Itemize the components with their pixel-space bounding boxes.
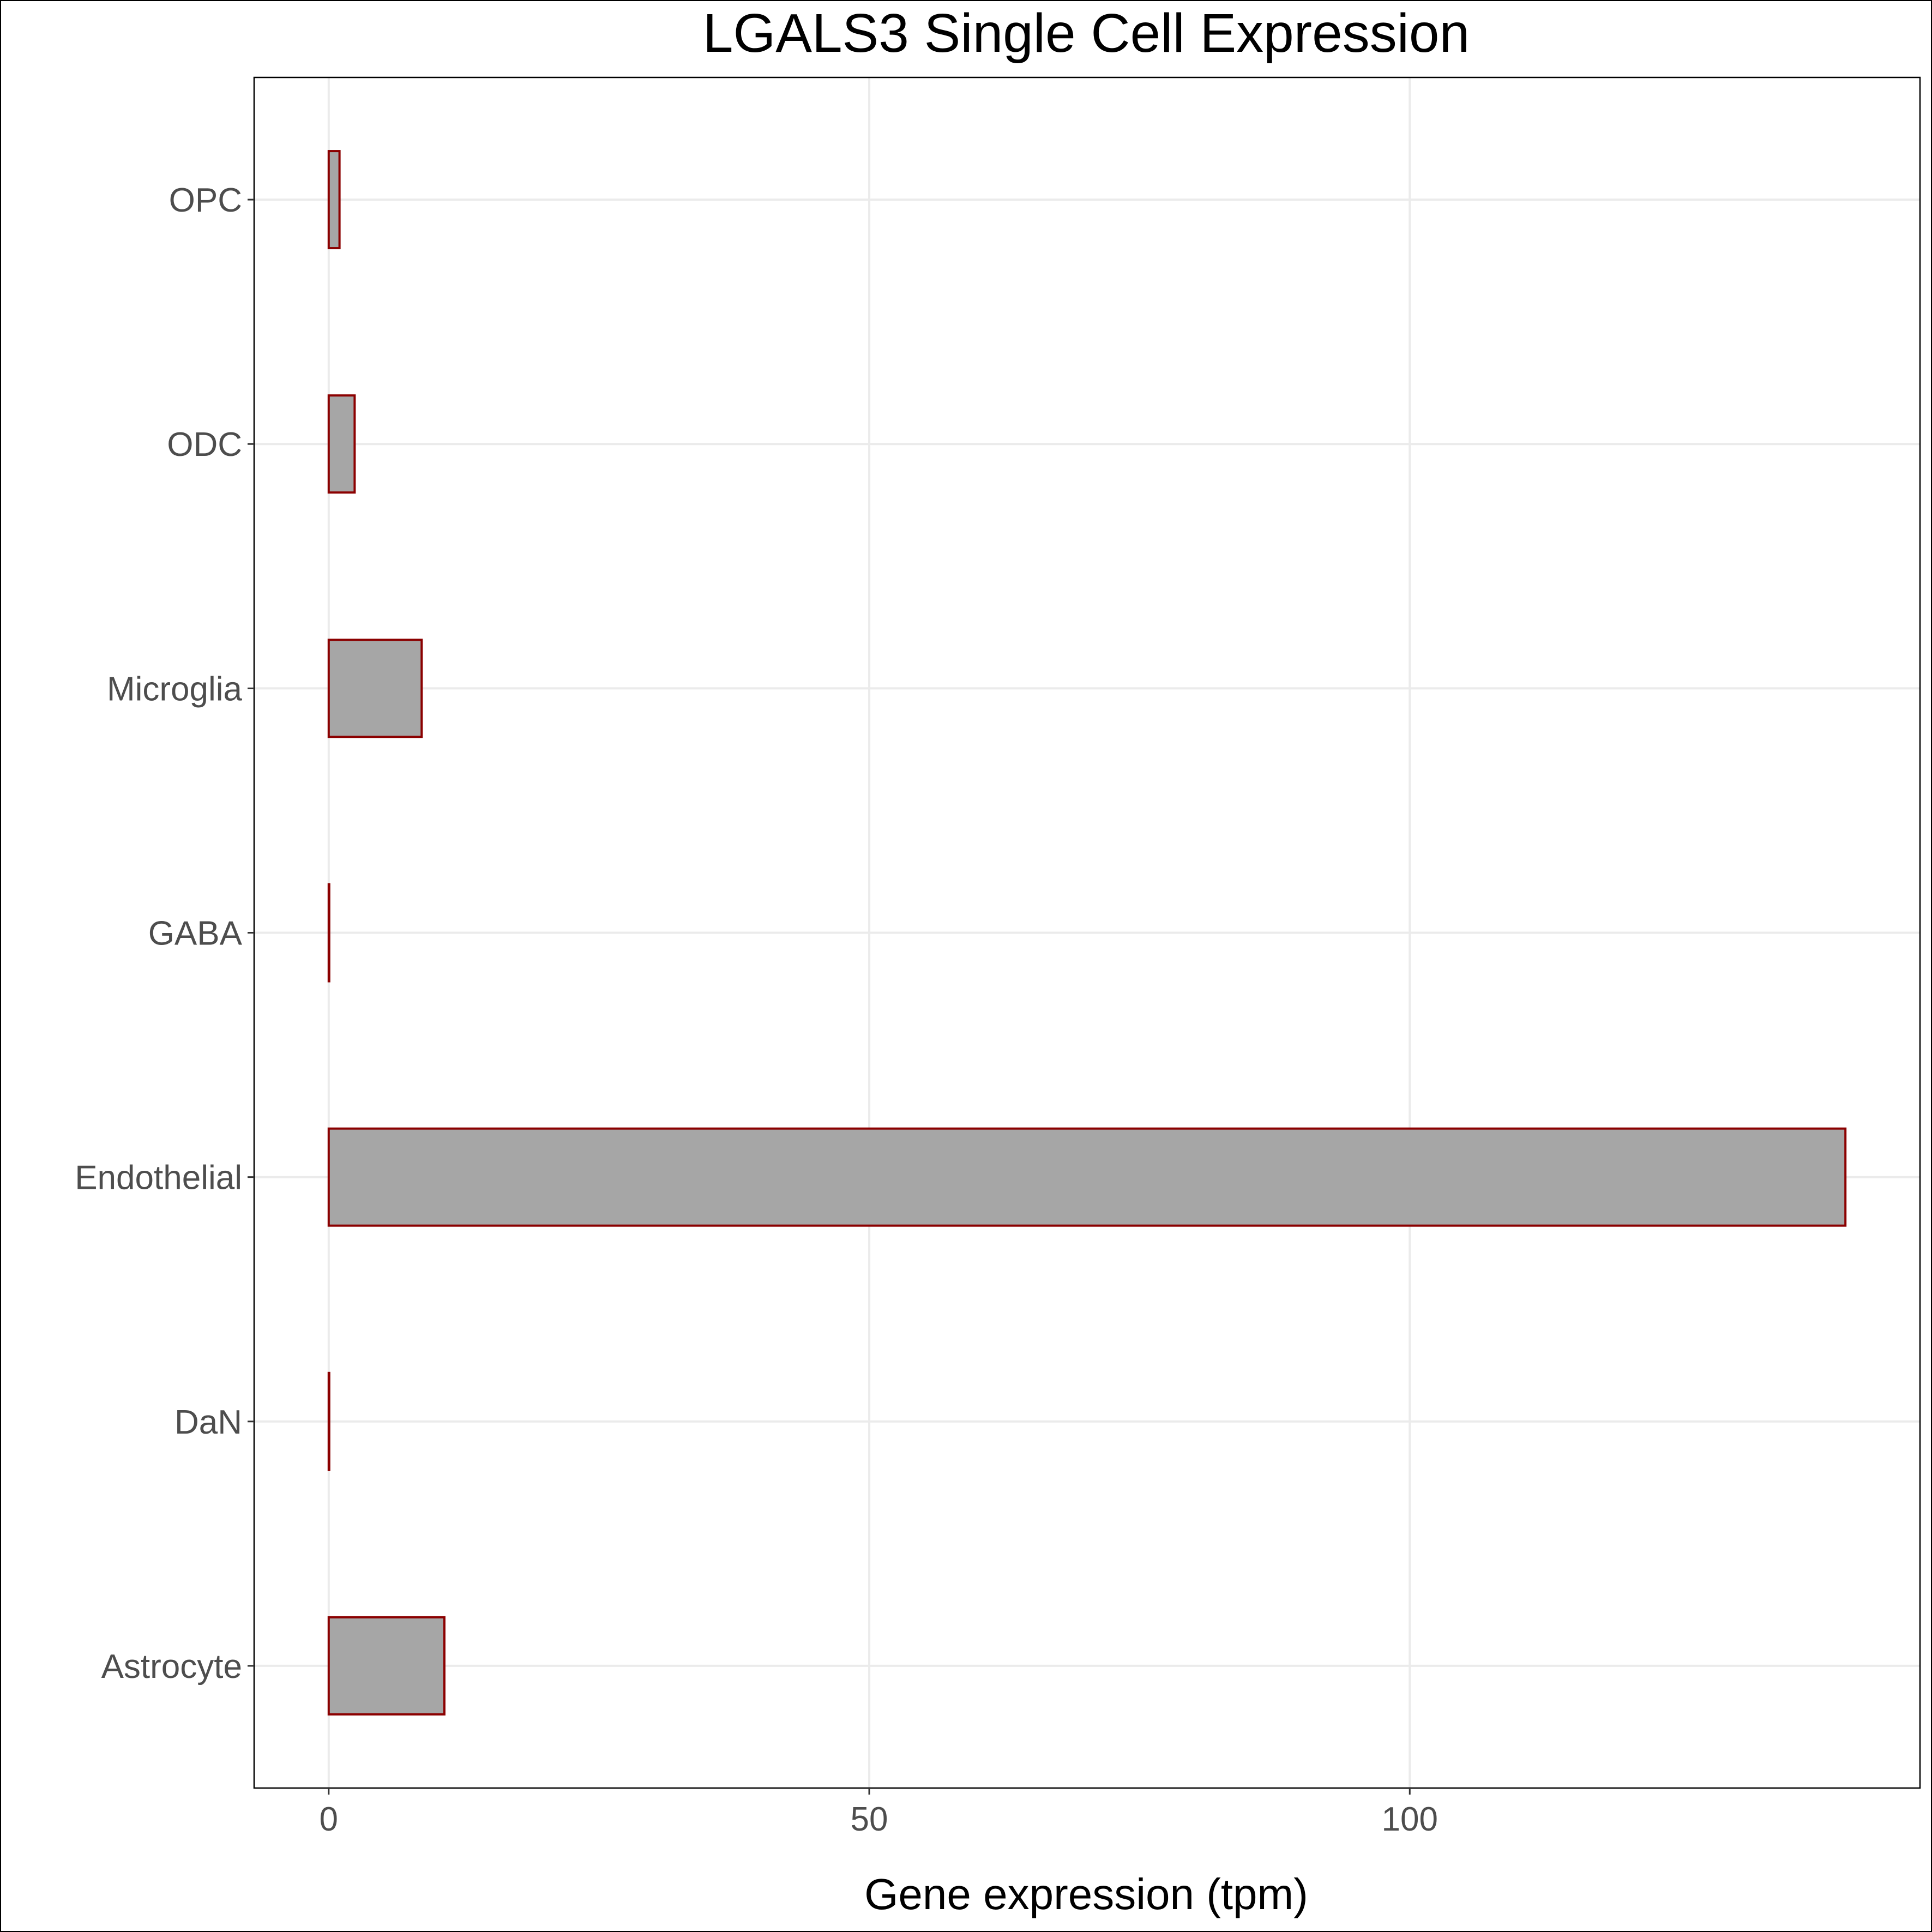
bars — [327, 150, 1847, 1716]
y-axis-tick-labels: Astrocyte DaN Endothelial GABA Microglia ODC O… — [75, 182, 254, 1686]
bar-astrocyte — [327, 1616, 446, 1716]
x-tick-label-100: 100 — [1382, 1801, 1438, 1838]
x-tick-label-0: 0 — [320, 1801, 338, 1838]
y-tick-label-odc: ODC — [167, 426, 242, 464]
bar-odc — [327, 394, 356, 494]
y-tick-label-gaba: GABA — [148, 915, 243, 953]
bar-opc — [327, 150, 341, 250]
bar-endothelial — [327, 1127, 1847, 1227]
x-axis-label: Gene expression (tpm) — [864, 1870, 1308, 1918]
y-tick-label-microglia: Microglia — [107, 670, 243, 708]
y-tick-label-endothelial: Endothelial — [75, 1159, 242, 1197]
y-tick-label-opc: OPC — [169, 182, 242, 219]
x-tick-label-50: 50 — [851, 1801, 888, 1838]
chart-title: LGALS3 Single Cell Expression — [703, 3, 1470, 64]
gridlines — [254, 77, 1920, 1788]
bar-microglia — [327, 639, 423, 738]
y-tick-label-dan: DaN — [174, 1404, 242, 1441]
y-tick-label-astrocyte: Astrocyte — [101, 1648, 242, 1686]
x-axis-tick-labels: 0 50 100 — [320, 1788, 1438, 1838]
